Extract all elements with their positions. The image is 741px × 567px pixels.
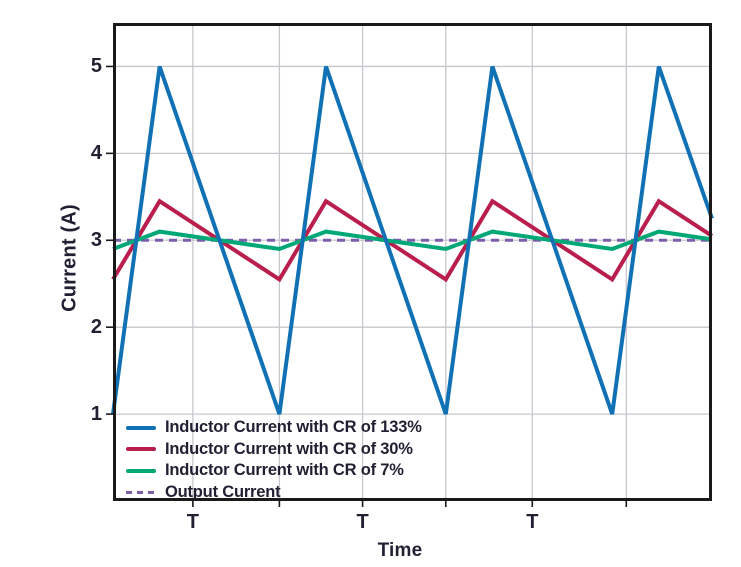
y-axis-title: Current (A) [58,204,81,312]
legend: Inductor Current with CR of 133% Inductor… [126,417,422,503]
legend-label: Inductor Current with CR of 7% [165,461,404,480]
series-line-inductor-current-with-cr-of-7 [112,229,713,252]
legend-item-output-current: Output Current [126,482,422,504]
legend-swatch [126,447,156,452]
y-tick-label: 3 [90,229,102,252]
plot-border [113,23,712,501]
y-tick-label: 2 [90,316,102,339]
x-tick-label: T [186,511,199,533]
legend-label: Inductor Current with CR of 30% [165,439,413,458]
y-tick-label: 5 [90,55,102,78]
legend-item-inductor-current-with-cr-of-30: Inductor Current with CR of 30% [126,439,422,461]
legend-label: Output Current [165,482,281,501]
x-axis-title: Time [377,540,423,561]
series-line-inductor-current-with-cr-of-133 [111,65,714,415]
legend-swatch [126,425,156,430]
legend-label: Inductor Current with CR of 133% [165,418,422,437]
legend-swatch [126,468,156,473]
legend-item-inductor-current-with-cr-of-7: Inductor Current with CR of 7% [126,460,422,482]
series-line-inductor-current-with-cr-of-30 [111,198,714,283]
y-tick-label: 1 [90,403,102,426]
y-tick-label: 4 [90,142,102,165]
legend-item-inductor-current-with-cr-of-133: Inductor Current with CR of 133% [126,417,422,439]
legend-swatch [126,490,156,494]
x-tick-label: T [356,511,369,533]
x-tick-label: T [526,511,539,533]
